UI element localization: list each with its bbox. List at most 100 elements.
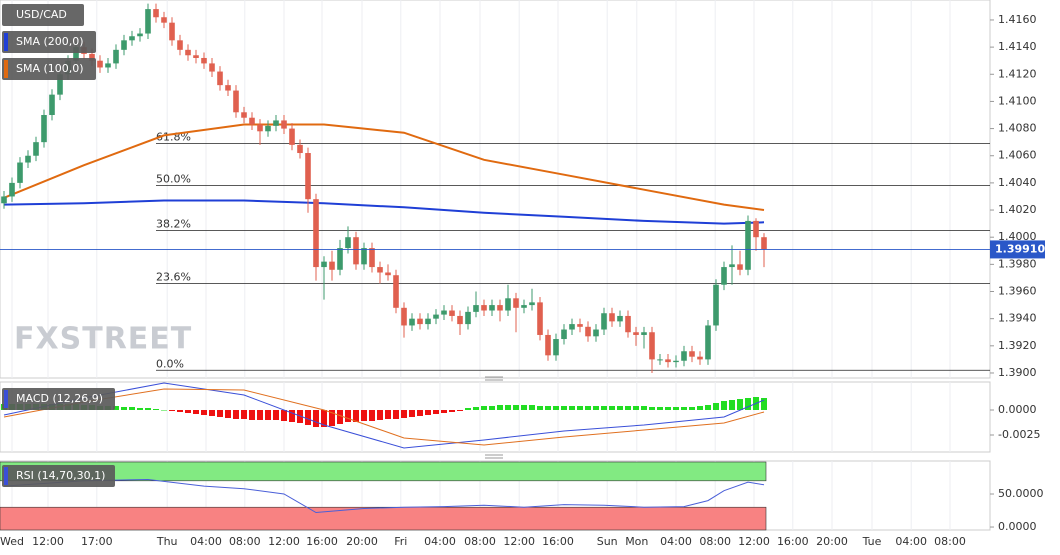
legend-item: SMA (100,0) [2,58,96,80]
macd-bar [345,410,351,422]
x-tick-label: 20:00 [816,535,848,548]
macd-bar [361,410,367,421]
macd-bar [585,406,591,410]
macd-bar [745,398,751,410]
x-tick-label: Mon [625,535,648,548]
x-tick-label: Tue [862,535,882,548]
macd-bar [233,410,239,419]
candle-body [161,17,167,23]
macd-bar [129,407,135,410]
macd-bar [369,410,375,421]
macd-bar [377,410,383,420]
legend-item: MACD (12,26,9) [2,388,115,410]
legend-box [2,58,96,80]
candle-body [465,311,471,325]
macd-bar [169,410,175,411]
candle-body [313,199,319,268]
legend-label: RSI (14,70,30,1) [16,469,105,482]
y-tick-label: 1.4080 [998,122,1037,135]
candle-body [33,142,39,156]
macd-bar [161,410,167,411]
macd-bar [633,406,639,410]
candle-body [521,305,527,308]
candle-body [57,74,63,95]
macd-bar [481,406,487,410]
x-tick-label: Wed [0,535,24,548]
macd-bar [225,410,231,418]
macd-bar [433,410,439,414]
y-tick-label: 1.3900 [998,366,1037,379]
indicator-line [3,478,765,514]
macd-bar [609,406,615,410]
x-tick-label: 17:00 [81,535,113,548]
macd-bar [649,407,655,410]
candle-body [633,332,639,335]
candle-body [689,351,695,357]
candle-body [177,40,183,50]
candle-body [665,359,671,363]
candle-body [329,261,335,270]
candle-body [641,332,647,335]
panel-handle[interactable] [485,454,503,459]
macd-bar [353,410,359,422]
current-price-label: 1.39910 [995,242,1045,255]
candle-body [201,57,207,64]
macd-bar [273,410,279,420]
macd-bar [545,406,551,410]
candle-body [153,9,159,18]
candle-body [545,334,551,356]
candle-body [609,313,615,322]
legend-swatch [4,33,8,51]
candle-body [513,298,519,308]
panel-handle[interactable] [485,376,503,381]
x-tick-label: Fri [394,535,407,548]
indicator-line [3,382,765,449]
candle-body [681,351,687,361]
candle-body [481,305,487,311]
macd-bar [241,410,247,419]
macd-bar [289,410,295,422]
macd-bar [153,409,159,410]
candle-body [577,324,583,327]
x-tick-label: 16:00 [542,535,574,548]
macd-bar [713,403,719,410]
candle-body [497,305,503,311]
legend-label: MACD (12,26,9) [16,392,103,405]
candle-body [233,90,239,113]
candle-body [249,117,255,125]
candle-body [441,310,447,315]
x-tick-label: 16:00 [777,535,809,548]
candle-body [369,248,375,268]
legend-box [2,465,115,487]
macd-bar [761,398,767,410]
macd-bar [657,407,663,410]
x-tick-label: 20:00 [346,535,378,548]
macd-bar [425,410,431,415]
candle-body [601,313,607,330]
x-tick-label: 04:00 [424,535,456,548]
macd-bar [321,410,327,427]
macd-bar [401,410,407,418]
legend-box [2,388,115,410]
candle-body [385,272,391,276]
macd-bar [281,410,287,421]
candle-body [17,162,23,183]
candle-body [145,9,151,34]
macd-bar [121,407,127,410]
x-tick-label: 12:00 [268,535,300,548]
y-tick-label: 50.0000 [998,487,1044,500]
macd-bar [201,410,207,415]
macd-bar [473,407,479,410]
macd-bar [489,406,495,410]
candle-body [417,318,423,325]
macd-bar [145,408,151,410]
candle-body [425,318,431,325]
indicator-line [3,199,765,225]
candle-body [73,47,79,61]
macd-bar [737,399,743,410]
x-tick-label: 04:00 [895,535,927,548]
candle-body [449,310,455,316]
macd-bar [385,410,391,419]
